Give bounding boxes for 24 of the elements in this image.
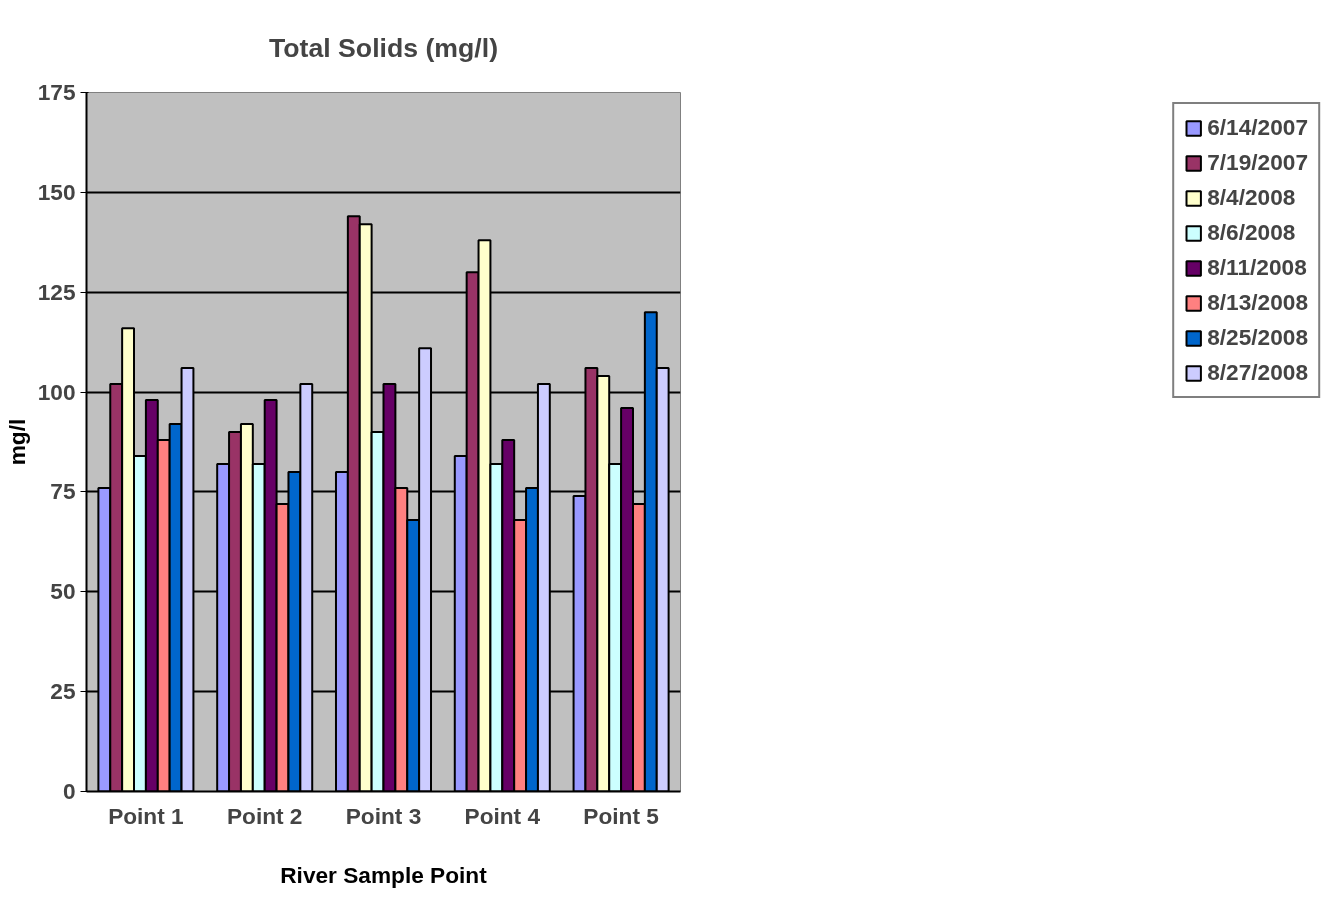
chart-title: Total Solids (mg/l) [268,32,499,63]
y-axis-title: mg/l [3,418,30,466]
y-tick-label: 0 [62,778,76,804]
legend-label: 8/27/2008 [1207,359,1308,386]
x-tick-label: Point 4 [464,802,541,829]
x-tick-label: Point 3 [345,802,422,829]
legend-label: 8/11/2008 [1207,254,1307,281]
y-tick-label: 25 [50,678,76,705]
y-tick-label: 125 [37,278,76,305]
legend-label: 6/14/2007 [1207,114,1308,141]
legend-label: 8/6/2008 [1207,219,1296,246]
legend-label: 7/19/2007 [1207,149,1308,176]
legend-label: 8/4/2008 [1207,184,1296,211]
y-tick-label: 75 [50,478,76,505]
y-tick-label: 175 [37,79,76,105]
y-tick-label: 100 [37,378,76,405]
x-tick-label: Point 1 [108,802,184,829]
x-axis-title: River Sample Point [280,861,488,888]
legend-label: 8/13/2008 [1207,289,1308,316]
legend-label: 8/25/2008 [1207,324,1308,351]
y-tick-label: 50 [50,578,76,605]
x-tick-label: Point 5 [583,802,659,829]
y-tick-label: 150 [37,178,76,205]
x-tick-label: Point 2 [226,802,303,829]
